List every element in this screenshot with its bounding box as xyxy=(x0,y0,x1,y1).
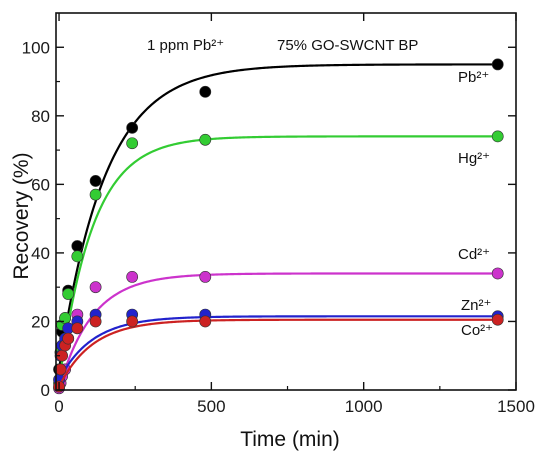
data-point-co xyxy=(54,363,67,376)
y-tick-label: 0 xyxy=(41,381,50,400)
data-point-hg xyxy=(199,133,212,146)
series-co xyxy=(53,313,504,393)
y-tick-label: 80 xyxy=(31,107,50,126)
plot-background xyxy=(56,13,516,390)
annotation-material: 75% GO-SWCNT BP xyxy=(277,37,418,54)
fit-line-hg xyxy=(57,135,498,384)
data-point-pb xyxy=(491,58,504,71)
data-point-hg xyxy=(126,137,139,150)
x-tick-label: 500 xyxy=(197,397,225,416)
data-point-cd xyxy=(89,281,102,294)
data-point-hg xyxy=(62,288,75,300)
x-tick-label: 1500 xyxy=(497,397,535,416)
data-point-hg xyxy=(89,188,102,201)
data-point-hg xyxy=(71,250,84,263)
y-axis-title: Recovery (%) xyxy=(10,152,33,279)
series-label-hg: Hg²⁺ xyxy=(458,150,490,167)
data-point-co xyxy=(199,315,212,328)
series-layer xyxy=(53,58,504,395)
y-tick-label: 20 xyxy=(31,312,50,331)
data-point-pb xyxy=(71,240,84,252)
axes-layer: 0 500 1000 1500 0 20 40 60 80 100 xyxy=(22,12,535,416)
annotation-concentration: 1 ppm Pb²⁺ xyxy=(147,37,224,54)
x-tick-label: 0 xyxy=(54,397,63,416)
plot-area xyxy=(56,13,516,390)
data-point-pb xyxy=(126,121,139,134)
y-tick-label: 40 xyxy=(31,244,50,263)
data-point-co xyxy=(62,332,75,345)
axes-frame xyxy=(55,12,517,391)
y-tick-label: 100 xyxy=(22,38,50,57)
x-axis-title: Time (min) xyxy=(240,428,340,451)
series-label-zn: Zn²⁺ xyxy=(461,297,491,314)
series-label-co: Co²⁺ xyxy=(461,322,493,339)
data-point-pb xyxy=(199,85,212,98)
data-point-co xyxy=(126,315,139,328)
y-tick-label: 60 xyxy=(31,175,50,194)
data-point-hg xyxy=(491,130,504,143)
series-label-pb: Pb²⁺ xyxy=(458,69,489,86)
x-tick-label: 1000 xyxy=(345,397,383,416)
data-point-cd xyxy=(126,270,139,283)
fit-line-cd xyxy=(57,272,498,389)
series-label-cd: Cd²⁺ xyxy=(458,246,490,263)
data-point-pb xyxy=(89,175,102,187)
data-point-co xyxy=(491,313,504,326)
data-point-co xyxy=(71,322,84,335)
data-point-cd xyxy=(199,270,212,283)
data-point-co xyxy=(89,315,102,328)
data-point-cd xyxy=(491,267,504,280)
